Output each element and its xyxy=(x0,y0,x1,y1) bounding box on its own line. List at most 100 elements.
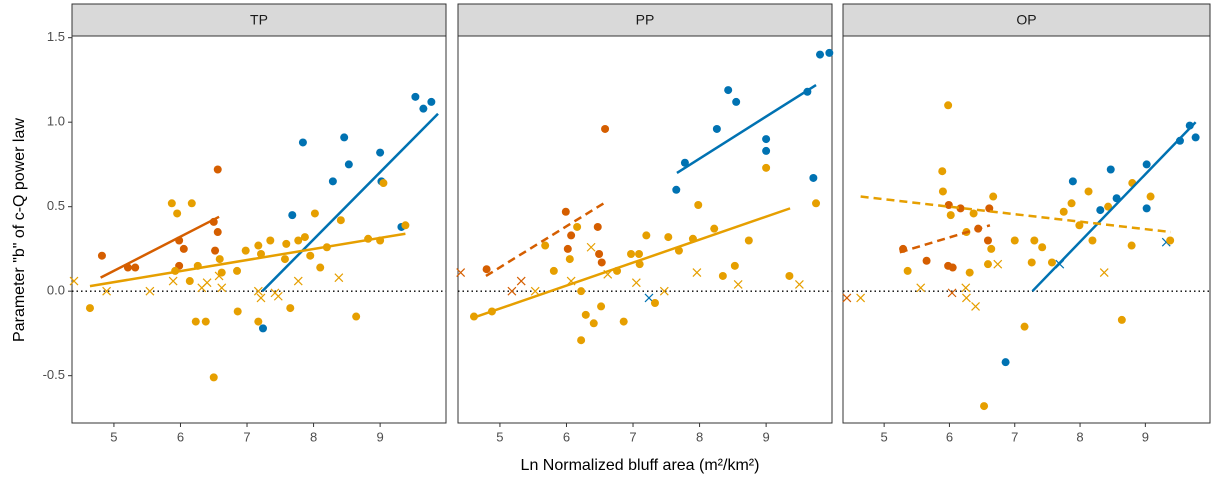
trend-line xyxy=(89,232,406,288)
cross-point xyxy=(256,293,266,303)
point xyxy=(565,255,574,264)
point xyxy=(762,135,771,144)
point xyxy=(541,241,550,250)
cross-point xyxy=(586,242,596,252)
cross-point xyxy=(971,301,980,311)
point xyxy=(1059,207,1068,216)
y-axis-title: Parameter "b" of c-Q power law xyxy=(11,118,28,342)
point xyxy=(1001,358,1010,367)
point xyxy=(266,236,275,245)
cross-point xyxy=(659,286,669,296)
point xyxy=(215,255,224,264)
x-tick-label: 8 xyxy=(696,429,703,444)
point xyxy=(732,97,741,106)
point xyxy=(1117,315,1126,324)
point xyxy=(256,250,265,259)
cross-point xyxy=(456,268,466,278)
point xyxy=(185,277,194,286)
point xyxy=(710,224,719,233)
x-tick-label: 9 xyxy=(1142,429,1149,444)
panel xyxy=(842,35,1211,424)
point xyxy=(179,244,188,253)
point xyxy=(938,167,947,176)
point xyxy=(938,187,947,196)
trend-line xyxy=(471,207,791,320)
x-tick-label: 6 xyxy=(563,429,570,444)
strip-title: PP xyxy=(636,12,655,28)
cross-point xyxy=(993,259,1003,269)
panel xyxy=(71,35,447,424)
cross-point xyxy=(69,276,79,286)
point xyxy=(680,158,689,167)
cross-point xyxy=(1099,268,1109,278)
point xyxy=(1166,236,1175,245)
point xyxy=(241,246,250,255)
point xyxy=(903,266,912,275)
point xyxy=(948,263,957,272)
y-tick-label: 1.0 xyxy=(47,114,65,129)
point xyxy=(1104,202,1113,211)
strip xyxy=(842,3,1211,37)
point xyxy=(280,255,289,264)
x-tick-label: 5 xyxy=(110,429,117,444)
x-tick-label: 5 xyxy=(496,429,503,444)
point xyxy=(1146,192,1155,201)
point xyxy=(427,97,436,106)
point xyxy=(944,101,953,110)
point xyxy=(785,271,794,280)
cross-point xyxy=(692,268,702,278)
point xyxy=(233,266,242,275)
trend-line xyxy=(899,224,991,254)
point xyxy=(376,148,385,157)
strip-title: TP xyxy=(250,12,268,28)
cross-point xyxy=(961,283,971,293)
point xyxy=(577,336,586,345)
x-tick-label: 6 xyxy=(946,429,953,444)
point xyxy=(577,287,586,296)
cross-point xyxy=(856,293,866,303)
point xyxy=(254,317,263,326)
cross-point xyxy=(507,286,517,296)
point xyxy=(944,200,953,209)
point xyxy=(561,207,570,216)
point xyxy=(411,92,420,101)
point xyxy=(601,124,610,133)
point xyxy=(1067,199,1076,208)
point xyxy=(573,222,582,231)
point xyxy=(597,258,606,267)
point xyxy=(593,222,602,231)
point xyxy=(306,251,315,260)
point xyxy=(956,204,965,213)
point xyxy=(1142,160,1151,169)
point xyxy=(288,211,297,220)
point xyxy=(340,133,349,142)
point xyxy=(922,256,931,265)
point xyxy=(401,221,410,230)
cross-point xyxy=(217,283,227,293)
point xyxy=(97,251,106,260)
point xyxy=(1191,133,1200,142)
point xyxy=(1047,258,1056,267)
point xyxy=(419,104,428,113)
y-tick-label: 0.5 xyxy=(47,198,65,213)
point xyxy=(597,302,606,311)
point xyxy=(718,271,727,280)
point xyxy=(482,265,491,274)
point xyxy=(300,233,309,242)
point xyxy=(1027,258,1036,267)
point xyxy=(983,260,992,269)
strip xyxy=(71,3,447,37)
point xyxy=(1106,165,1115,174)
point xyxy=(589,319,598,328)
point xyxy=(85,304,94,313)
cross-point xyxy=(733,279,743,289)
x-tick-label: 6 xyxy=(177,429,184,444)
point xyxy=(211,246,220,255)
cross-point xyxy=(202,278,212,288)
point xyxy=(672,185,681,194)
panel xyxy=(457,35,833,424)
point xyxy=(980,402,989,411)
point xyxy=(201,317,210,326)
point xyxy=(213,165,222,174)
